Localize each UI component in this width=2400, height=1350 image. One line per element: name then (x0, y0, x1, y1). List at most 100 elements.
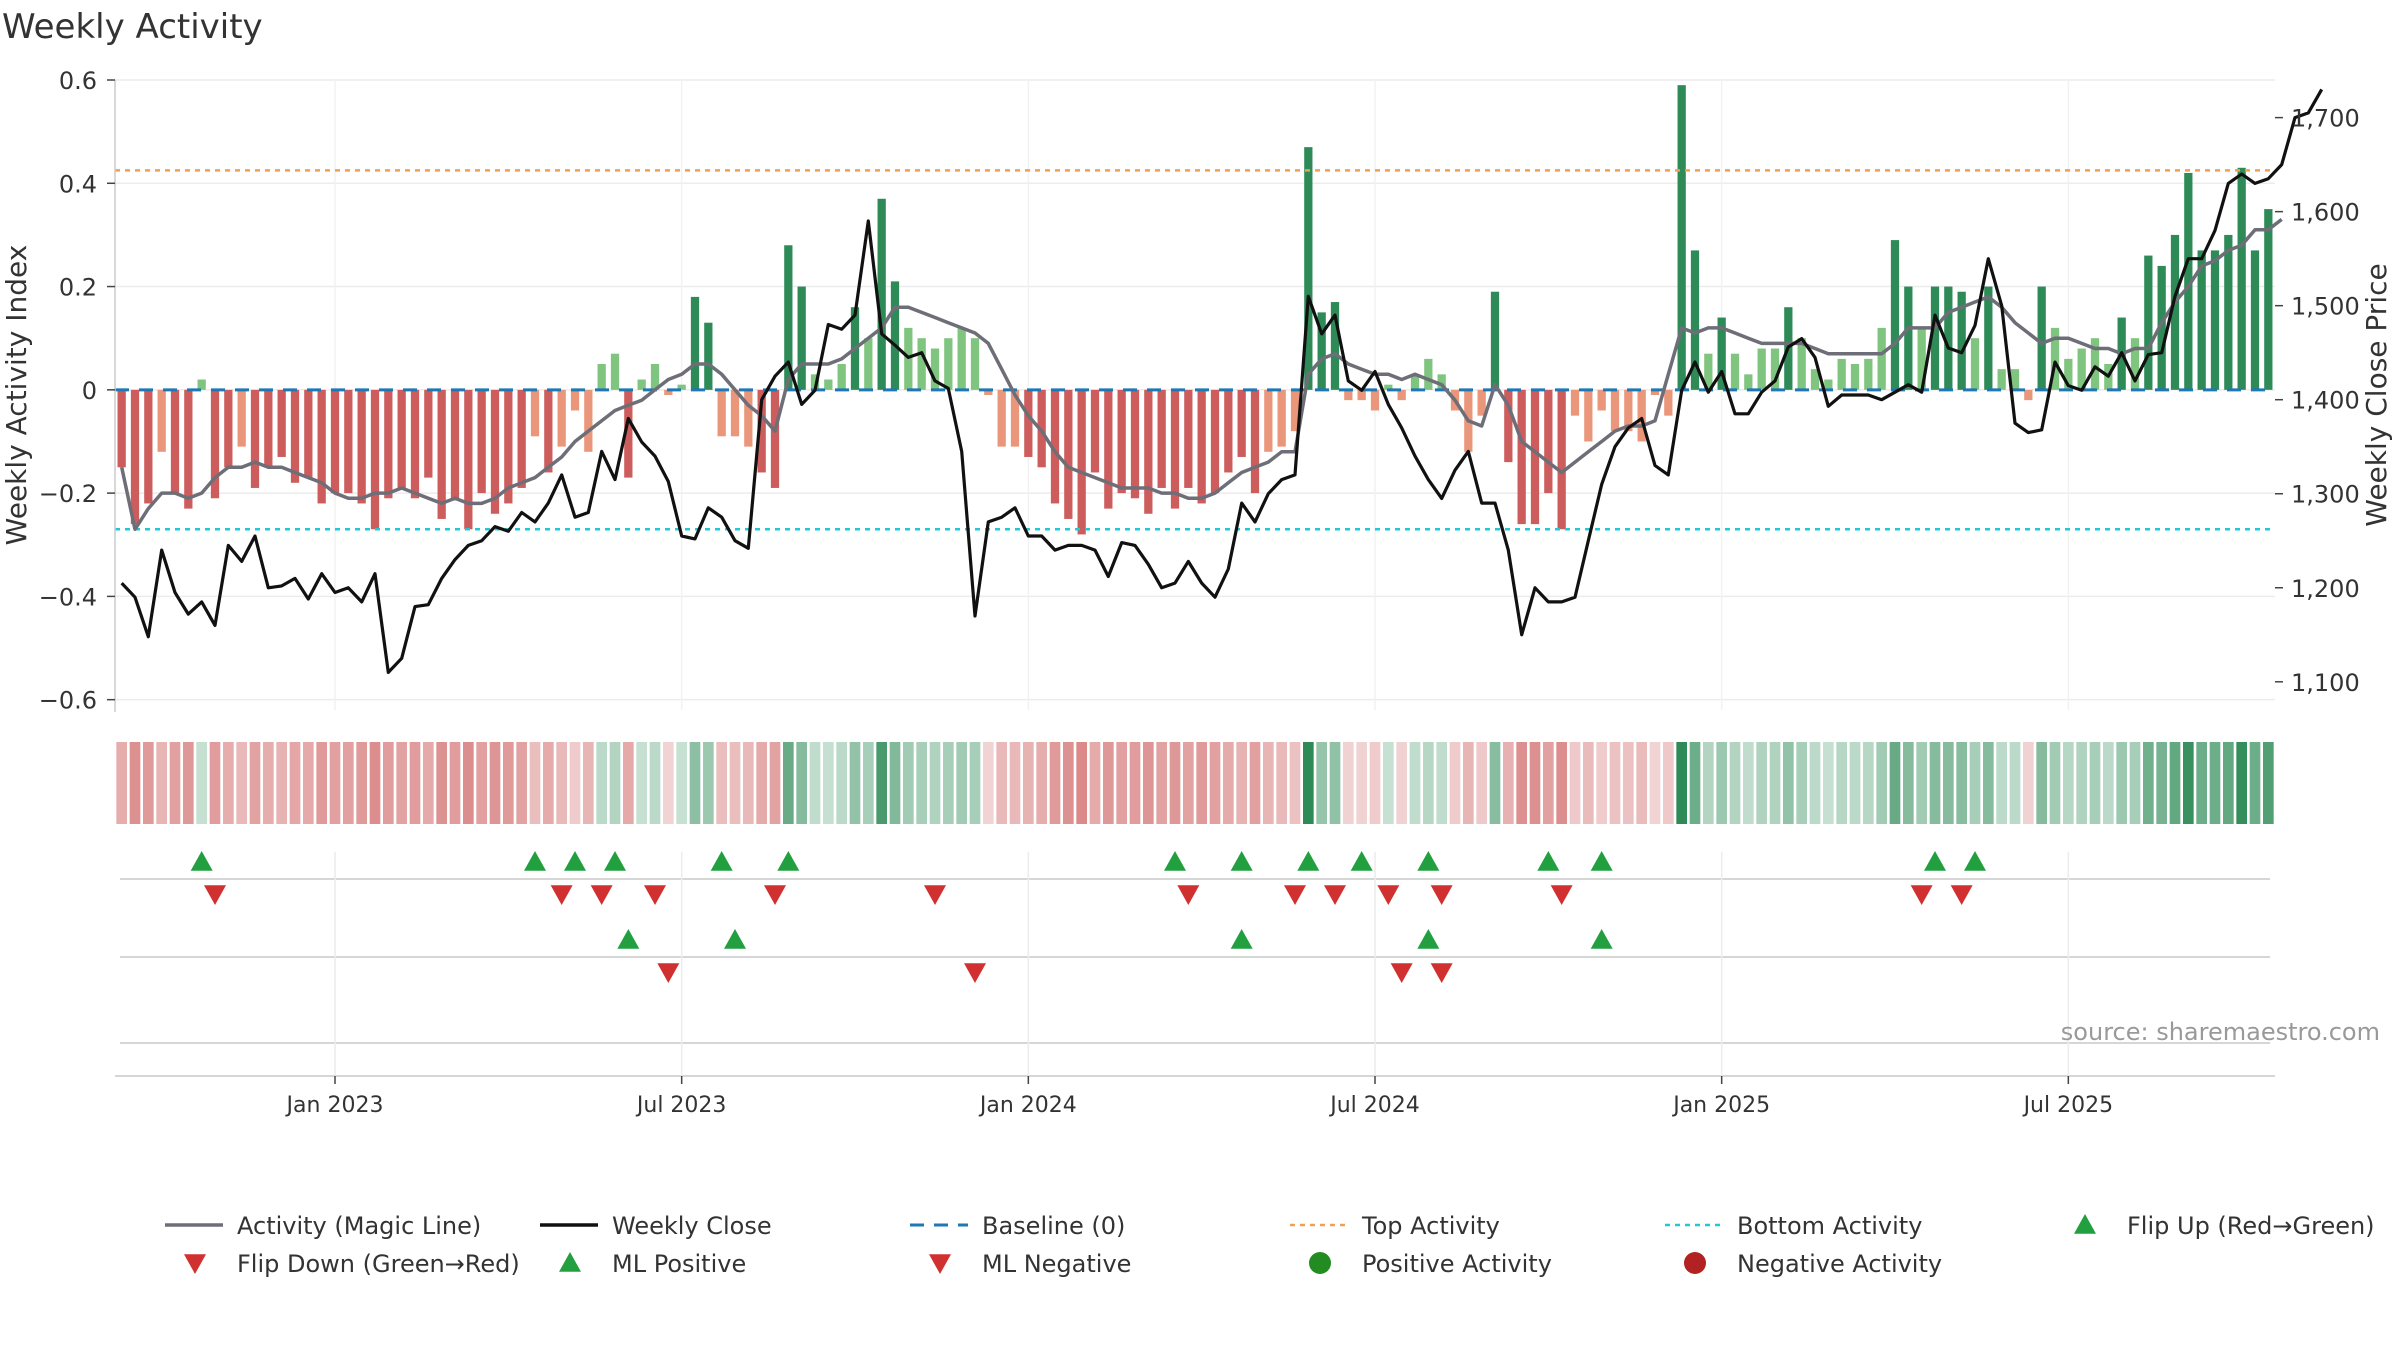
strip-cell (2196, 742, 2207, 824)
activity-bar (2210, 250, 2220, 390)
activity-bar (1184, 389, 1193, 488)
activity-bar (1890, 240, 1900, 390)
strip-cell (889, 742, 901, 824)
strip-cell (1863, 742, 1874, 824)
ml-negative-marker (657, 963, 680, 983)
right-y-axis: 1,700 1,600 1,500 1,400 1,300 1,200 1,100 (2275, 105, 2360, 697)
y2-tick-label: 1,200 (2291, 575, 2360, 603)
strip-cell (1903, 742, 1914, 824)
x-tick-label: Jan 2023 (285, 1093, 384, 1118)
flip-down-marker (764, 885, 786, 905)
legend-item: ML Positive (559, 1250, 746, 1278)
strip-cell (2116, 742, 2127, 824)
strip-cell (689, 742, 701, 824)
strip-cell (1663, 742, 1674, 824)
activity-bar (504, 389, 513, 504)
strip-cell (2076, 742, 2087, 824)
strip-cell (116, 742, 127, 824)
strip-cell (1743, 742, 1754, 824)
activity-bar (344, 389, 353, 494)
activity-bar (1317, 312, 1326, 390)
activity-bar (1064, 389, 1073, 519)
strip-cell (1836, 742, 1847, 824)
activity-bar (424, 389, 433, 478)
legend-label: Weekly Close (612, 1212, 772, 1240)
activity-bar (1130, 389, 1140, 499)
activity-bar (2264, 209, 2273, 390)
strip-cell (1583, 742, 1594, 824)
activity-bar (1437, 374, 1446, 390)
strip-cell (729, 742, 741, 824)
activity-bar (1050, 389, 1060, 504)
strip-cell (796, 742, 807, 824)
legend-label: Top Activity (1361, 1212, 1500, 1240)
y2-tick-label: 1,400 (2291, 387, 2360, 415)
strip-cell (1689, 742, 1701, 824)
flip-down-marker (1177, 885, 1200, 905)
activity-bars (117, 85, 2273, 535)
activity-bar (144, 389, 153, 504)
chart-title: Weekly Activity (2, 7, 263, 47)
strip-cell (1063, 742, 1074, 824)
activity-bar (357, 389, 366, 504)
strip-cell (1623, 742, 1634, 824)
legend: Activity (Magic Line) Weekly Close Baselin… (165, 1212, 2375, 1278)
strip-cell (1423, 742, 1434, 824)
flip-up-marker (1537, 851, 1560, 871)
legend-swatch (1309, 1252, 1331, 1274)
y-tick-label: −0.2 (39, 480, 97, 508)
activity-bar (1157, 389, 1166, 488)
activity-bar (1917, 327, 1926, 390)
strip-cell (129, 742, 141, 824)
strip-cell (1276, 742, 1287, 824)
strip-cell (849, 742, 861, 824)
flip-up-marker (1964, 851, 1986, 871)
activity-bar (1357, 389, 1366, 401)
strip-cell (649, 742, 661, 824)
strip-cell (1596, 742, 1607, 824)
strip-cell (1636, 742, 1647, 824)
activity-bar (1090, 389, 1100, 473)
strip-cell (1543, 742, 1554, 824)
strip-cell (2143, 742, 2154, 824)
activity-bar (1250, 389, 1260, 494)
strip-cell (2049, 742, 2061, 824)
strip-cell (663, 742, 674, 824)
activity-bar (1744, 374, 1753, 390)
x-tick-label: Jul 2025 (2022, 1093, 2114, 1118)
strip-cell (903, 742, 914, 824)
strip-cell (1729, 742, 1741, 824)
activity-bar (384, 389, 393, 499)
activity-bar (1224, 389, 1233, 473)
activity-bar (2077, 348, 2086, 390)
strip-cell (996, 742, 1007, 824)
activity-bar (1077, 389, 1086, 535)
activity-bar (1277, 389, 1286, 447)
flip-up-marker (1230, 851, 1253, 871)
activity-bar (597, 364, 606, 390)
strip-cell (1796, 742, 1807, 824)
legend-item: Baseline (0) (910, 1212, 1125, 1240)
flip-down-marker (1430, 885, 1453, 905)
activity-bar (917, 338, 926, 390)
activity-bar (570, 389, 580, 411)
strip-cell (1329, 742, 1341, 824)
activity-bar (797, 286, 806, 390)
strip-cell (1516, 742, 1527, 824)
strip-cell (1143, 742, 1154, 824)
activity-bar (477, 389, 486, 494)
activity-bar (157, 389, 166, 452)
y2-axis-label: Weekly Close Price (2360, 263, 2393, 526)
strip-cell (143, 742, 154, 824)
x-tick-label: Jul 2023 (635, 1093, 727, 1118)
activity-bar (437, 389, 446, 519)
strip-cell (1956, 742, 1967, 824)
strip-cell (556, 742, 567, 824)
activity-bar (2250, 250, 2260, 390)
legend-item: Activity (Magic Line) (165, 1212, 481, 1240)
activity-bar (2024, 389, 2033, 401)
ml-negative-marker (964, 963, 986, 983)
activity-bar (2050, 327, 2060, 390)
y-tick-label: −0.6 (39, 687, 97, 715)
activity-bar (1930, 286, 1940, 390)
